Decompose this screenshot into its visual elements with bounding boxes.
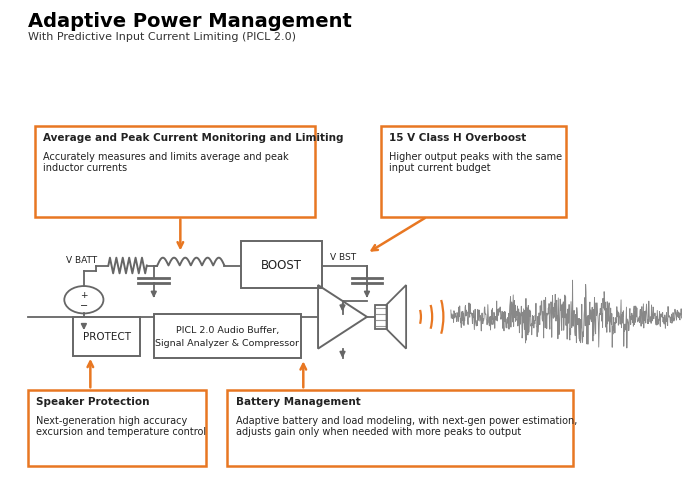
FancyBboxPatch shape	[73, 317, 140, 356]
FancyBboxPatch shape	[35, 127, 315, 217]
Text: 15 V Class H Overboost: 15 V Class H Overboost	[389, 133, 526, 142]
Text: Adaptive Power Management: Adaptive Power Management	[28, 12, 352, 31]
Text: −: −	[80, 300, 88, 310]
Text: Signal Analyzer & Compressor: Signal Analyzer & Compressor	[155, 339, 299, 347]
Text: V BATT: V BATT	[66, 256, 98, 264]
Text: PROTECT: PROTECT	[82, 332, 131, 342]
Text: V BST: V BST	[330, 253, 356, 262]
FancyBboxPatch shape	[241, 242, 322, 288]
Text: PICL 2.0 Audio Buffer,: PICL 2.0 Audio Buffer,	[175, 325, 279, 334]
Text: With Predictive Input Current Limiting (PICL 2.0): With Predictive Input Current Limiting (…	[28, 32, 296, 41]
Text: +: +	[80, 291, 87, 300]
Text: Speaker Protection: Speaker Protection	[36, 396, 150, 406]
FancyBboxPatch shape	[154, 315, 301, 359]
Text: Next-generation high accuracy
excursion and temperature control: Next-generation high accuracy excursion …	[36, 415, 206, 436]
Text: Battery Management: Battery Management	[236, 396, 360, 406]
FancyBboxPatch shape	[28, 390, 206, 466]
Text: Adaptive battery and load modeling, with next-gen power estimation,
adjusts gain: Adaptive battery and load modeling, with…	[236, 415, 577, 436]
Text: Higher output peaks with the same
input current budget: Higher output peaks with the same input …	[389, 151, 563, 173]
Text: BOOST: BOOST	[261, 258, 302, 271]
Text: Accurately measures and limits average and peak
inductor currents: Accurately measures and limits average a…	[43, 151, 289, 173]
FancyBboxPatch shape	[381, 127, 566, 217]
FancyBboxPatch shape	[227, 390, 573, 466]
Text: Average and Peak Current Monitoring and Limiting: Average and Peak Current Monitoring and …	[43, 133, 344, 142]
FancyBboxPatch shape	[375, 305, 387, 329]
